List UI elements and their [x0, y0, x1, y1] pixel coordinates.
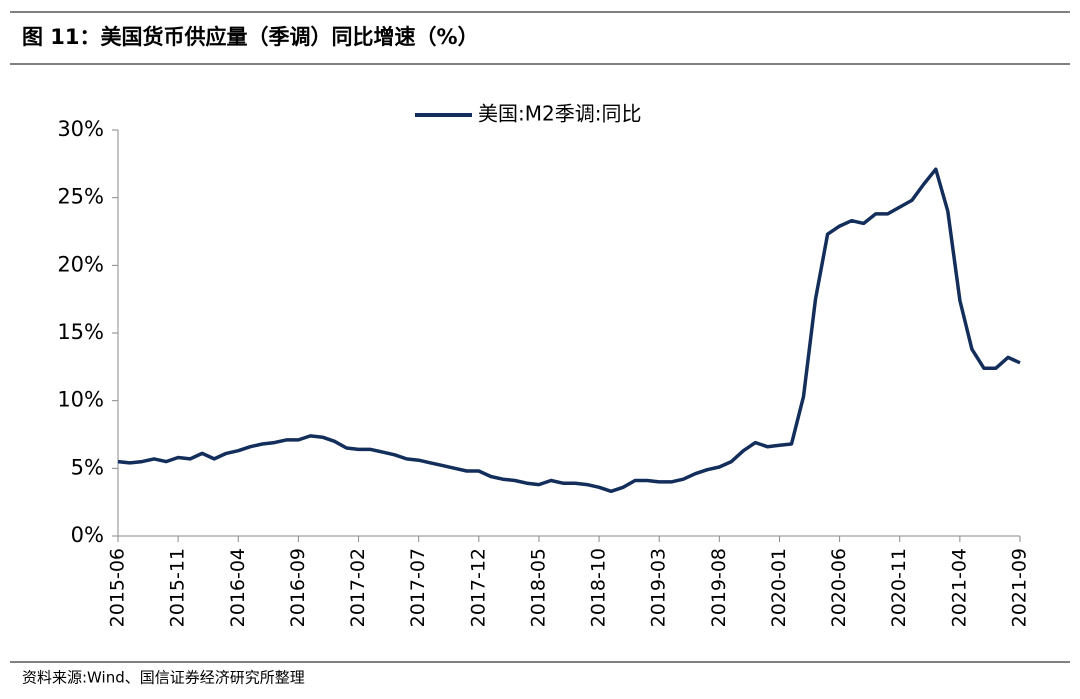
x-tick-label: 2016-09 — [287, 548, 309, 627]
x-tick-label: 2017-12 — [467, 548, 489, 627]
x-tick-label: 2015-11 — [167, 548, 189, 627]
x-tick-label: 2017-07 — [407, 548, 429, 627]
x-tick-label: 2018-10 — [588, 548, 610, 627]
source-note: 资料来源:Wind、国信证券经济研究所整理 — [22, 669, 305, 687]
x-tick-label: 2021-04 — [948, 548, 970, 627]
y-tick-label: 10% — [57, 388, 104, 412]
y-tick-label: 0% — [71, 523, 104, 547]
y-tick-label: 20% — [57, 252, 104, 276]
x-tick-label: 2019-08 — [708, 548, 730, 627]
x-tick-label: 2019-03 — [648, 548, 670, 627]
x-tick-label: 2020-11 — [888, 548, 910, 627]
x-tick-label: 2015-06 — [107, 548, 129, 627]
x-tick-label: 2017-02 — [347, 548, 369, 627]
chart-title: 图 11：美国货币供应量（季调）同比增速（%） — [22, 25, 479, 49]
x-tick-label: 2020-01 — [768, 548, 790, 627]
y-tick-label: 5% — [71, 455, 104, 479]
y-tick-label: 15% — [57, 320, 104, 344]
x-tick-label: 2016-04 — [227, 548, 249, 627]
x-tick-label: 2021-09 — [1009, 548, 1031, 627]
y-tick-label: 30% — [57, 117, 104, 141]
x-tick-label: 2018-05 — [527, 548, 549, 627]
line-series — [117, 167, 1021, 494]
legend-label: 美国:M2季调:同比 — [478, 102, 641, 126]
y-tick-label: 25% — [57, 185, 104, 209]
x-tick-label: 2020-06 — [828, 548, 850, 627]
